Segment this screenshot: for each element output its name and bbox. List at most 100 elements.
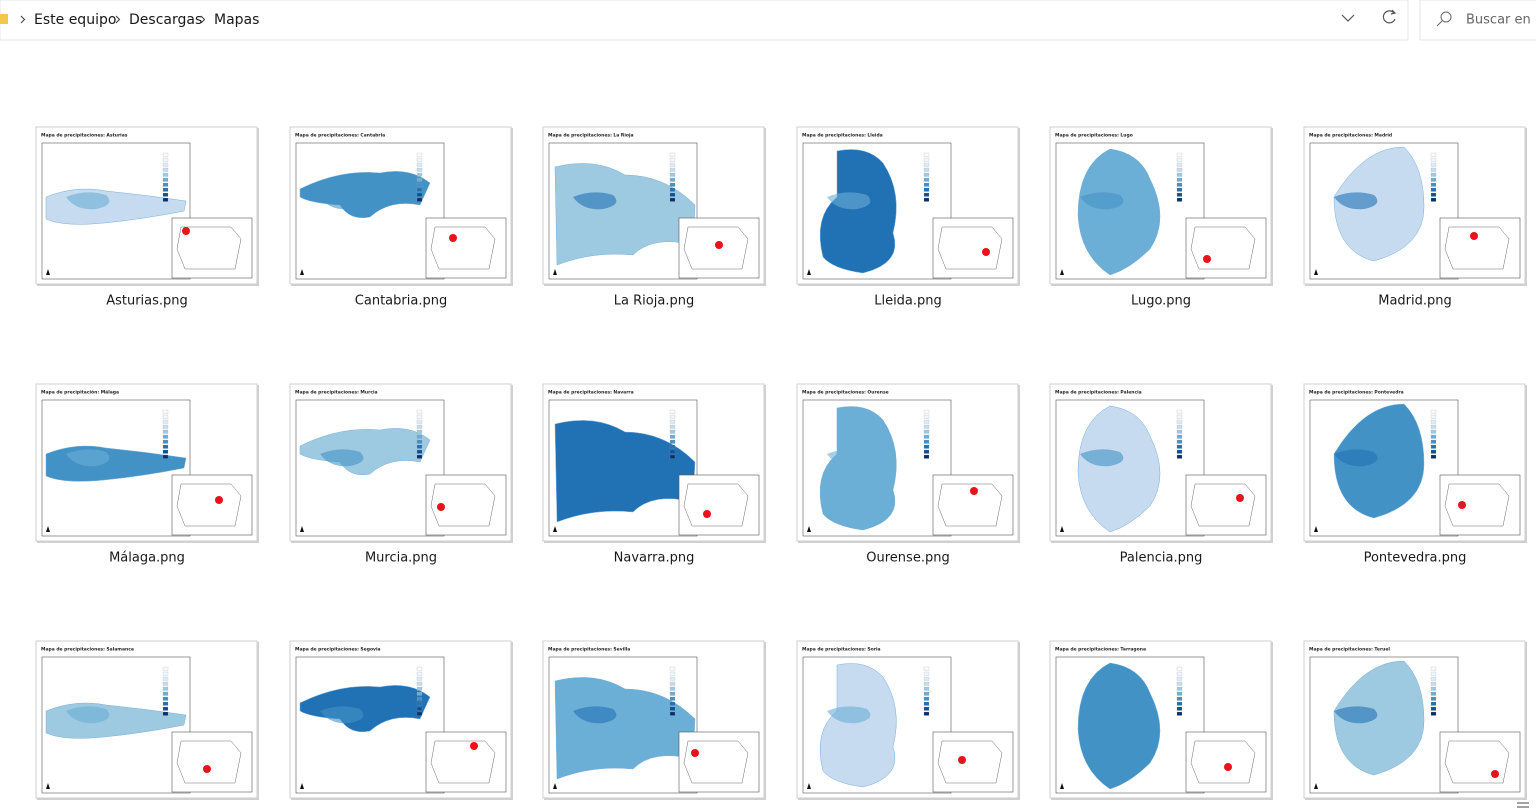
inset-map	[1444, 740, 1510, 784]
file-name[interactable]: Pontevedra.png	[1364, 551, 1467, 566]
breadcrumb-item[interactable]: Descargas	[129, 12, 202, 28]
legend-swatch	[1430, 152, 1437, 157]
north-arrow	[1314, 269, 1318, 275]
legend-swatch	[416, 701, 423, 706]
file-item[interactable]: Mapa de precipitaciones: Cantabria	[289, 126, 513, 286]
legend-swatch	[416, 182, 423, 187]
address-bar[interactable]	[0, 0, 1409, 41]
file-item[interactable]: Mapa de precipitaciones: Soria	[796, 640, 1020, 800]
file-item[interactable]: Mapa de precipitaciones: Lugo	[1049, 126, 1273, 286]
file-item[interactable]: Mapa de precipitaciones: Ourense	[796, 383, 1020, 543]
legend-swatch	[1430, 182, 1437, 187]
legend-swatch	[669, 152, 676, 157]
legend-swatch	[1176, 192, 1183, 197]
legend-swatch	[1176, 414, 1183, 419]
file-item[interactable]: Mapa de precipitaciones: Pontevedra	[1303, 383, 1527, 543]
inset-highlight	[982, 248, 990, 256]
legend-swatch	[1430, 444, 1437, 449]
thumbnail-title: Mapa de precipitaciones: Ourense	[802, 390, 889, 396]
view-toggle[interactable]	[1517, 802, 1529, 808]
legend-swatch	[1176, 162, 1183, 167]
legend-swatch	[669, 671, 676, 676]
legend-swatch	[416, 419, 423, 424]
legend-swatch	[416, 454, 423, 459]
breadcrumb-item[interactable]: Mapas	[214, 12, 259, 28]
refresh-button[interactable]	[1382, 10, 1396, 24]
legend-swatch	[162, 439, 169, 444]
file-name[interactable]: Palencia.png	[1120, 551, 1203, 566]
file-item[interactable]: Mapa de precipitaciones: Palencia	[1049, 383, 1273, 543]
legend-swatch	[162, 706, 169, 711]
file-item[interactable]: Mapa de precipitaciones: Segovia	[289, 640, 513, 800]
file-name[interactable]: Murcia.png	[365, 551, 437, 566]
map-region	[819, 149, 897, 274]
search-box[interactable]	[1419, 0, 1536, 41]
legend-swatch	[923, 167, 930, 172]
breadcrumb-item[interactable]: Este equipo	[34, 12, 116, 28]
thumbnail-title: Mapa de precipitaciones: Segovia	[295, 647, 381, 653]
legend-swatch	[162, 414, 169, 419]
file-item[interactable]: Mapa de precipitaciones: La Rioja	[542, 126, 766, 286]
map-region	[1333, 146, 1425, 262]
north-arrow	[807, 269, 811, 275]
legend-swatch	[162, 676, 169, 681]
thumbnail-title: Mapa de precipitaciones: Lleida	[802, 133, 883, 139]
legend-swatch	[1176, 187, 1183, 192]
inset-map	[1190, 740, 1256, 784]
legend-swatch	[669, 706, 676, 711]
legend-swatch	[416, 434, 423, 439]
legend-swatch	[1176, 152, 1183, 157]
file-name[interactable]: Asturias.png	[106, 294, 188, 309]
file-item[interactable]: Mapa de precipitaciones: Lleida	[796, 126, 1020, 286]
legend-swatch	[669, 429, 676, 434]
north-arrow	[553, 526, 557, 532]
inset-highlight	[1236, 494, 1244, 502]
file-item[interactable]: Mapa de precipitaciones: Madrid	[1303, 126, 1527, 286]
file-name[interactable]: Lugo.png	[1131, 294, 1191, 309]
file-name[interactable]: Málaga.png	[109, 551, 185, 566]
legend-swatch	[416, 167, 423, 172]
legend-swatch	[162, 424, 169, 429]
inset-highlight	[203, 765, 211, 773]
legend-swatch	[1430, 691, 1437, 696]
thumbnail-title: Mapa de precipitaciones: Lugo	[1055, 133, 1133, 139]
legend-swatch	[923, 449, 930, 454]
file-item[interactable]: Mapa de precipitaciones: Asturias	[35, 126, 259, 286]
file-name[interactable]: Lleida.png	[874, 294, 942, 309]
legend-swatch	[669, 167, 676, 172]
file-item[interactable]: Mapa de precipitaciones: Salamanca	[35, 640, 259, 800]
file-name[interactable]: Madrid.png	[1378, 294, 1452, 309]
legend-swatch	[416, 676, 423, 681]
map-region	[1333, 660, 1425, 776]
inset-highlight	[1491, 770, 1499, 778]
legend-swatch	[162, 454, 169, 459]
file-name[interactable]: Ourense.png	[866, 551, 949, 566]
inset-map	[430, 740, 496, 784]
inset-map	[176, 226, 242, 270]
search-placeholder[interactable]: Buscar en M	[1466, 13, 1536, 28]
legend-swatch	[162, 671, 169, 676]
legend-swatch	[1176, 666, 1183, 671]
legend-swatch	[1176, 157, 1183, 162]
history-dropdown[interactable]	[1341, 14, 1355, 22]
search-icon	[1440, 11, 1452, 23]
file-item[interactable]: Mapa de precipitaciones: Murcia	[289, 383, 513, 543]
legend-swatch	[162, 192, 169, 197]
file-item[interactable]: Mapa de precipitación: Málaga	[35, 383, 259, 543]
file-name[interactable]: La Rioja.png	[614, 294, 694, 309]
legend-swatch	[416, 172, 423, 177]
north-arrow	[1314, 526, 1318, 532]
inset-highlight	[437, 503, 445, 511]
legend-swatch	[923, 681, 930, 686]
file-name[interactable]: Navarra.png	[614, 551, 695, 566]
file-item[interactable]: Mapa de precipitaciones: Tarragona	[1049, 640, 1273, 800]
file-name[interactable]: Cantabria.png	[355, 294, 447, 309]
legend-swatch	[416, 409, 423, 414]
map-region-dark	[827, 706, 871, 724]
file-item[interactable]: Mapa de precipitaciones: Teruel	[1303, 640, 1527, 800]
legend-swatch	[1176, 449, 1183, 454]
file-item[interactable]: Mapa de precipitaciones: Navarra	[542, 383, 766, 543]
legend-swatch	[923, 706, 930, 711]
file-item[interactable]: Mapa de precipitaciones: Sevilla	[542, 640, 766, 800]
search-icon-handle	[1436, 20, 1443, 27]
